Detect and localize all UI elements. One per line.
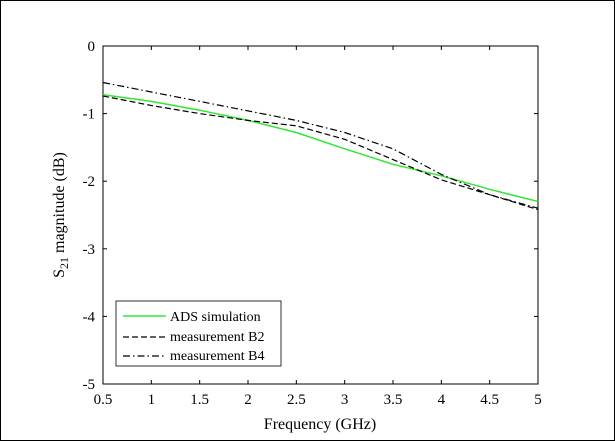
series-line-1 — [102, 95, 539, 211]
y-tick-labels: 0 -1 -2 -3 -4 -5 — [83, 39, 96, 393]
legend-label-ads-simulation: ADS simulation — [170, 310, 261, 325]
y-axis-label-subscript: 21 — [57, 257, 71, 269]
series-line-2 — [102, 81, 539, 209]
y-tick-label: -2 — [83, 174, 96, 190]
x-axis-label: Frequency (GHz) — [264, 416, 376, 433]
tick-marks — [102, 45, 539, 385]
y-tick-label: 0 — [88, 39, 96, 55]
series-lines — [102, 81, 539, 211]
y-tick-label: -3 — [83, 242, 96, 258]
x-tick-labels: 0.5 1 1.5 2 2.5 3 3.5 4 4.5 5 — [94, 392, 542, 408]
x-tick-label: 2 — [244, 392, 252, 408]
x-tick-label: 0.5 — [94, 392, 113, 408]
y-tick-label: -1 — [83, 107, 96, 123]
x-tick-label: 4.5 — [480, 392, 499, 408]
legend-box — [115, 300, 282, 367]
x-tick-label: 3 — [341, 392, 349, 408]
x-tick-label: 1.5 — [190, 392, 209, 408]
x-tick-label: 1 — [148, 392, 156, 408]
y-tick-label: -5 — [83, 377, 96, 393]
x-tick-label: 5 — [534, 392, 542, 408]
x-tick-label: 2.5 — [287, 392, 306, 408]
legend-label-measurement-b2: measurement B2 — [170, 330, 264, 345]
y-tick-label: -4 — [83, 309, 96, 325]
x-tick-label: 4 — [438, 392, 446, 408]
x-tick-label: 3.5 — [384, 392, 403, 408]
y-axis-label-main: S — [51, 269, 68, 278]
y-axis-label-rest: magnitude (dB) — [51, 152, 68, 257]
series-line-0 — [102, 93, 539, 203]
legend: ADS simulation measurement B2 measuremen… — [115, 300, 282, 367]
legend-label-measurement-b4: measurement B4 — [170, 349, 264, 364]
y-axis-label: S21 magnitude (dB) — [51, 152, 71, 278]
